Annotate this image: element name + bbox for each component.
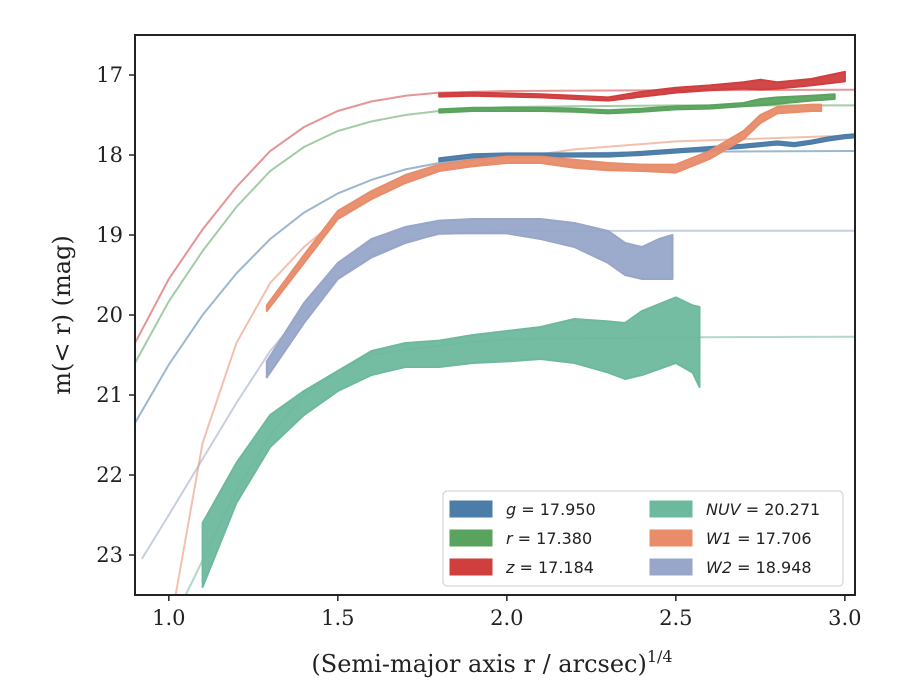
x-tick-label: 1.5 [321,606,354,630]
legend-box [442,490,844,587]
data-band-w2 [265,218,674,379]
y-axis-ticks: 17 18 19 20 21 22 23 [96,63,135,567]
y-tick-label: 21 [96,383,123,407]
legend-swatch-g [449,500,493,518]
x-axis-label-superscript: 1/4 [647,647,673,666]
y-tick-label: 20 [96,303,123,327]
x-tick-label: 2.5 [659,606,692,630]
legend-swatch-w1 [649,529,693,547]
x-tick-label: 2.0 [490,606,523,630]
legend-label-w1: W1 = 17.706 [706,529,812,548]
legend-label-nuv: NUV = 20.271 [706,500,820,519]
y-tick-label: 18 [96,143,123,167]
legend-label-g: g = 17.950 [506,500,596,519]
model-curve-g [135,150,855,424]
legend-swatch-r [449,529,493,547]
legend-label-z: z = 17.184 [505,558,594,577]
x-axis-label: (Semi-major axis r / arcsec)1/4 [311,647,672,678]
x-tick-label: 3.0 [828,606,861,630]
legend-label-r: r = 17.380 [506,529,592,548]
y-tick-label: 23 [96,543,123,567]
data-band-r [438,93,836,115]
plot-area [135,70,855,595]
legend-swatch-z [449,558,493,576]
x-tick-label: 1.0 [152,606,185,630]
model-curve-r [135,104,855,364]
data-band-nuv [201,296,701,588]
legend-label-w2: W2 = 18.948 [706,558,812,577]
data-band-z [438,70,846,102]
y-tick-label: 17 [96,63,123,87]
legend-swatch-nuv [649,500,693,518]
data-bands [201,70,855,588]
x-axis-ticks: 1.0 1.5 2.0 2.5 3.0 [152,595,862,630]
y-tick-label: 22 [96,463,123,487]
y-tick-label: 19 [96,223,123,247]
y-axis-label: m(< r) (mag) [48,235,76,394]
legend-swatch-w2 [649,558,693,576]
legend: g = 17.950 r = 17.380 z = 17.184 NUV = 20.2… [442,490,844,587]
data-band-w1 [265,103,823,312]
data-band-g [438,133,855,163]
